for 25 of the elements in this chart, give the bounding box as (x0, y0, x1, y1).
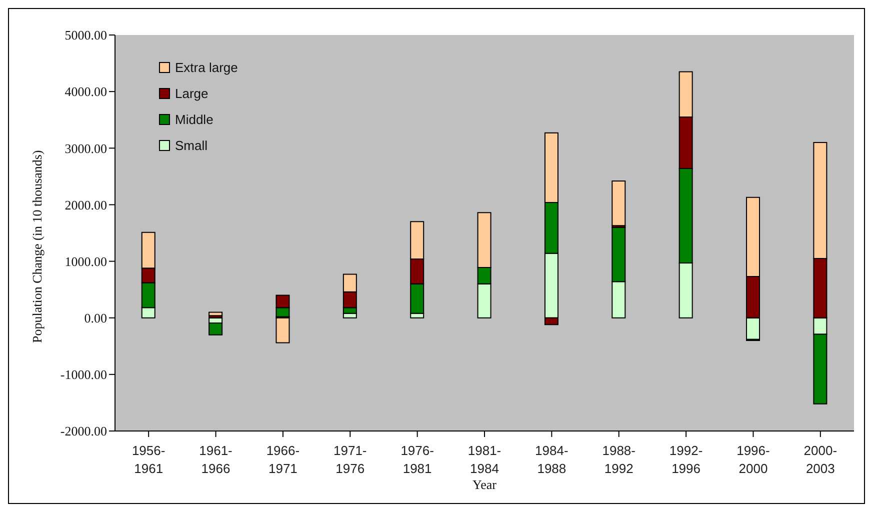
y-axis-title: Population Change (in 10 thousands) (30, 150, 45, 343)
y-tick-label: 1000.00 (64, 254, 107, 269)
x-tick-label: 2000-2003 (804, 443, 838, 476)
x-tick-label: 1992-1996 (669, 443, 703, 476)
y-tick-label: 3000.00 (64, 140, 107, 156)
x-tick-label: 1971-1976 (334, 443, 367, 476)
x-tick-label: 1961-1966 (199, 443, 232, 476)
y-tick-label: 4000.00 (64, 84, 107, 100)
y-tick-label: 5000.00 (64, 28, 107, 43)
x-tick-label: 1984-1988 (535, 443, 568, 476)
y-tick-label: -2000.00 (60, 424, 107, 439)
x-tick-label: 1981-1984 (468, 443, 502, 476)
legend-label: Small (175, 138, 208, 152)
y-tick-label: 2000.00 (64, 197, 107, 212)
legend-label: Middle (175, 112, 214, 126)
x-axis-title: Year (472, 477, 498, 492)
y-tick-label: -1000.00 (60, 367, 107, 382)
x-tick-label: 1956-1961 (132, 443, 166, 476)
x-tick-label: 1988-1992 (602, 443, 636, 476)
legend-label: Large (175, 86, 208, 100)
x-tick-label: 1976-1981 (400, 443, 434, 476)
legend-label: Extra large (175, 60, 238, 74)
x-tick-label: 1996-2000 (736, 443, 770, 476)
x-tick-label: 1966-1971 (266, 443, 300, 476)
y-tick-label: 0.00 (84, 310, 107, 326)
